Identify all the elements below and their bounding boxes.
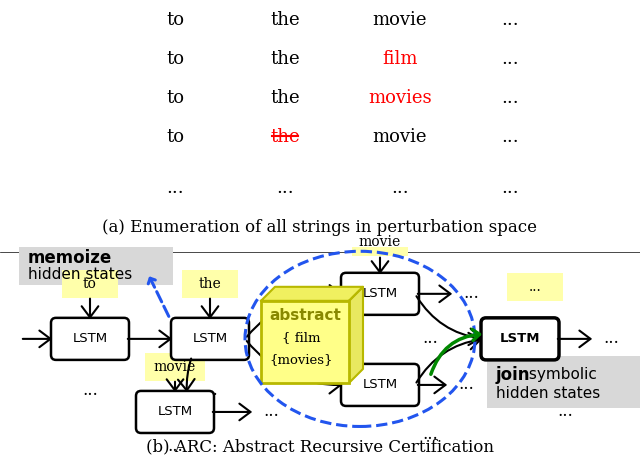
Text: LSTM: LSTM (362, 378, 397, 392)
Text: film: film (382, 50, 418, 68)
Text: ...: ... (276, 179, 294, 197)
Text: ...: ... (202, 383, 218, 399)
Text: ...: ... (603, 330, 619, 347)
Text: (b) ARC: Abstract Recursive Certification: (b) ARC: Abstract Recursive Certificatio… (146, 438, 494, 456)
Text: to: to (166, 50, 184, 68)
FancyBboxPatch shape (51, 318, 129, 360)
FancyBboxPatch shape (341, 273, 419, 315)
Text: movie: movie (154, 360, 196, 374)
FancyBboxPatch shape (136, 391, 214, 433)
Text: ...: ... (529, 280, 541, 294)
Text: ...: ... (82, 383, 98, 399)
Text: ...: ... (501, 90, 519, 107)
Text: to: to (166, 90, 184, 107)
Text: ...: ... (422, 330, 438, 347)
FancyBboxPatch shape (62, 270, 118, 298)
Text: {movies}: {movies} (269, 353, 333, 367)
Text: ...: ... (458, 377, 474, 393)
Text: to: to (166, 11, 184, 29)
Text: ...: ... (463, 285, 479, 303)
FancyBboxPatch shape (171, 318, 249, 360)
Text: memoize: memoize (28, 249, 112, 267)
Text: ...: ... (501, 11, 519, 29)
Text: the: the (270, 128, 300, 147)
Text: the: the (270, 50, 300, 68)
Text: to: to (166, 128, 184, 147)
FancyBboxPatch shape (261, 301, 349, 383)
FancyBboxPatch shape (507, 273, 563, 301)
Text: LSTM: LSTM (72, 332, 108, 345)
Text: the: the (198, 277, 221, 291)
Text: (a) Enumeration of all strings in perturbation space: (a) Enumeration of all strings in pertur… (102, 219, 538, 236)
Polygon shape (261, 287, 363, 301)
Text: ...: ... (263, 404, 279, 420)
Text: hidden states: hidden states (28, 267, 132, 282)
Polygon shape (349, 287, 363, 383)
Text: ...: ... (167, 438, 183, 456)
Text: movies: movies (368, 90, 432, 107)
Text: ...: ... (501, 50, 519, 68)
FancyBboxPatch shape (481, 318, 559, 360)
Text: ...: ... (501, 128, 519, 147)
Text: movie: movie (359, 235, 401, 249)
FancyBboxPatch shape (341, 364, 419, 406)
Text: LSTM: LSTM (362, 287, 397, 300)
Text: movie: movie (372, 128, 428, 147)
FancyBboxPatch shape (19, 246, 173, 285)
FancyBboxPatch shape (182, 270, 238, 298)
Text: ...: ... (422, 426, 438, 443)
Text: ...: ... (391, 179, 409, 197)
Text: join: join (496, 366, 531, 384)
Text: the: the (270, 90, 300, 107)
Text: ...: ... (166, 179, 184, 197)
Text: LSTM: LSTM (500, 332, 540, 345)
Text: ...: ... (501, 179, 519, 197)
Text: symbolic: symbolic (524, 367, 597, 383)
Text: hidden states: hidden states (496, 387, 600, 401)
Text: to: to (83, 277, 97, 291)
FancyBboxPatch shape (487, 356, 640, 408)
Text: LSTM: LSTM (157, 405, 193, 419)
Text: the: the (270, 11, 300, 29)
Text: LSTM: LSTM (193, 332, 228, 345)
Text: { film: { film (282, 331, 320, 345)
Text: ...: ... (557, 404, 573, 420)
Text: abstract: abstract (269, 308, 341, 324)
FancyBboxPatch shape (145, 353, 205, 381)
Text: movie: movie (372, 11, 428, 29)
FancyBboxPatch shape (352, 228, 408, 256)
